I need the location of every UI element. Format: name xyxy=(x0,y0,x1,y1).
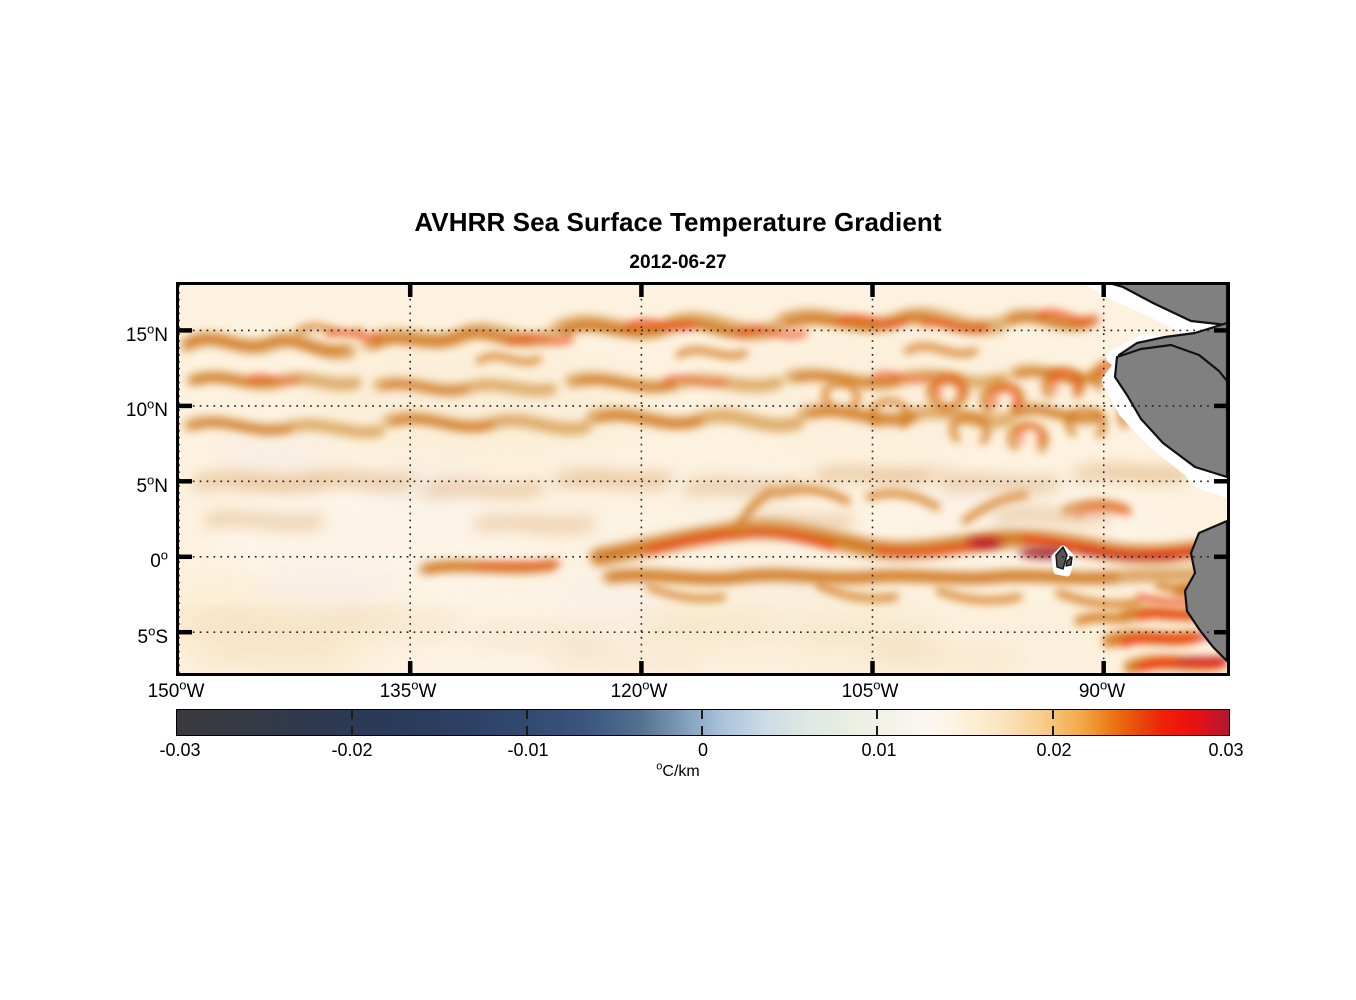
chart-subtitle-date: 2012-06-27 xyxy=(629,252,727,273)
page-title: AVHRR Sea Surface Temperature Gradient xyxy=(414,207,942,237)
colorbar-tick-label-neg003: -0.03 xyxy=(159,740,201,760)
colorbar-tick-bottom-5 xyxy=(1052,726,1054,735)
ytick-label-5s: 5oS xyxy=(137,623,169,648)
colorbar-tick-top-4 xyxy=(876,710,878,719)
ytick-label-10n: 10oN xyxy=(125,396,168,421)
colorbar-tick-label-neg001: -0.01 xyxy=(507,740,549,760)
xtick-label-135w: 135oW xyxy=(379,677,437,702)
ytick-label-5n: 5oN xyxy=(136,472,168,497)
colorbar-tick-bottom-1 xyxy=(351,726,353,735)
colorbar-gradient xyxy=(177,710,1229,735)
xtick-label-105w: 105oW xyxy=(841,677,899,702)
colorbar-tick-top-2 xyxy=(526,710,528,719)
colorbar-tick-label-pos002: 0.02 xyxy=(1036,740,1072,760)
colorbar-unit-label: oC/km xyxy=(656,760,700,780)
colorbar-tick-label-zero: 0 xyxy=(697,740,709,760)
colorbar-tick-label-neg002: -0.02 xyxy=(331,740,373,760)
colorbar-tick-top-3 xyxy=(701,710,703,719)
colorbar-tick-top-5 xyxy=(1052,710,1054,719)
ytick-label-15n: 15oN xyxy=(125,321,168,346)
colorbar-tick-label-pos001: 0.01 xyxy=(861,740,897,760)
xtick-label-150w: 150oW xyxy=(147,677,205,702)
xtick-label-90w: 90oW xyxy=(1078,677,1126,702)
colorbar-tick-top-1 xyxy=(351,710,353,719)
colorbar[interactable] xyxy=(176,709,1230,736)
sst-gradient-heatmap xyxy=(179,285,1227,673)
colorbar-tick-bottom-4 xyxy=(876,726,878,735)
colorbar-tick-bottom-3 xyxy=(701,726,703,735)
colorbar-tick-label-pos003: 0.03 xyxy=(1208,740,1244,760)
xtick-label-120w: 120oW xyxy=(610,677,668,702)
map-plot-area[interactable] xyxy=(176,282,1230,676)
ytick-label-0: 0o xyxy=(150,547,168,572)
colorbar-tick-bottom-2 xyxy=(526,726,528,735)
